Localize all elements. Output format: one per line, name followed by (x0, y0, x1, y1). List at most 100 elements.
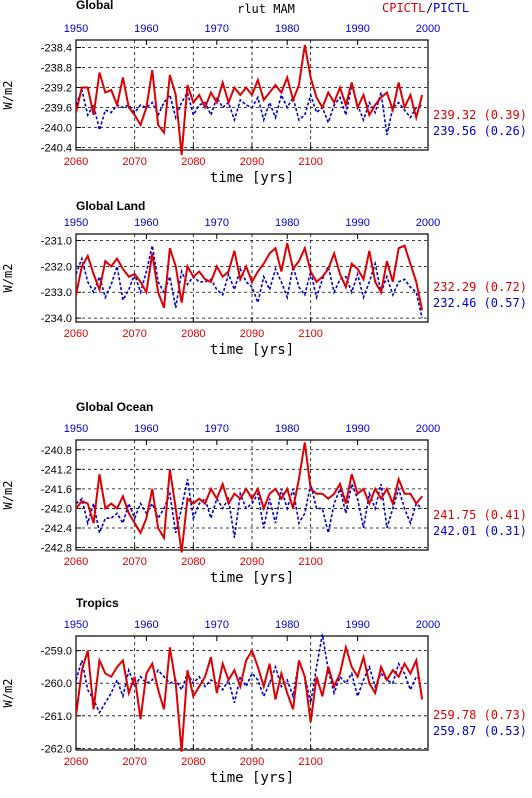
y-tick-label: -260.0 (41, 678, 72, 690)
y-tick-label: -240.8 (41, 445, 72, 457)
legend-blue-label: PICTL (433, 1, 469, 15)
y-tick-label: -241.2 (41, 464, 72, 476)
x-tick-label-bottom: 2060 (64, 556, 88, 568)
x-tick-label-bottom: 2090 (240, 156, 264, 168)
x-tick-label-top: 1960 (134, 217, 158, 229)
stat-pictl: 242.01 (0.31) (433, 524, 527, 538)
x-axis-label: time [yrs] (210, 570, 294, 586)
y-tick-label: -242.4 (41, 523, 72, 535)
x-tick-label-bottom: 2070 (122, 156, 146, 168)
figure-variable-title: rlut MAM (237, 2, 295, 16)
y-tick-label: -232.0 (41, 261, 72, 273)
stat-pictl: 232.46 (0.57) (433, 296, 527, 310)
series-line-pictl (76, 478, 423, 538)
x-tick-label-top: 1990 (345, 217, 369, 229)
x-tick-label-top: 1990 (345, 23, 369, 35)
panel-title: Tropics (76, 596, 119, 610)
x-tick-label-bottom: 2070 (122, 756, 146, 768)
legend-red-label: CPICTL (382, 1, 425, 15)
x-tick-label-bottom: 2080 (181, 328, 205, 340)
series-line-pictl (76, 634, 423, 715)
x-tick-label-bottom: 2100 (298, 156, 322, 168)
x-tick-label-bottom: 2070 (122, 556, 146, 568)
chart-panel-4: Tropics 2060 2070 2080 2090 2100 1950 1960 1970 1… (1, 596, 527, 786)
x-tick-label-top: 1950 (64, 217, 88, 229)
y-tick-label: -238.8 (41, 63, 72, 75)
y-axis-label: W/m2 (1, 81, 15, 110)
y-tick-label: -231.0 (41, 235, 72, 247)
x-axis-label: time [yrs] (210, 170, 294, 186)
x-tick-label-top: 1990 (345, 619, 369, 631)
x-tick-label-top: 1970 (205, 619, 229, 631)
x-tick-label-top: 1970 (205, 423, 229, 435)
series-line-cpictl (76, 442, 423, 553)
series-line-cpictl (76, 242, 424, 311)
stat-cpictl: 241.75 (0.41) (433, 508, 527, 522)
x-tick-label-top: 1980 (275, 423, 299, 435)
x-tick-label-top: 1960 (134, 619, 158, 631)
panel-title: Global Land (76, 199, 145, 213)
chart-panel-3: Global Ocean 2060 2070 2080 2090 2100 1950 1960… (1, 400, 527, 586)
x-tick-label-bottom: 2100 (298, 328, 322, 340)
stat-cpictl: 232.29 (0.72) (433, 280, 527, 294)
x-tick-label-bottom: 2090 (240, 556, 264, 568)
x-tick-label-bottom: 2060 (64, 156, 88, 168)
series-line-cpictl (76, 643, 424, 752)
x-tick-label-bottom: 2070 (122, 328, 146, 340)
x-tick-label-top: 1980 (275, 23, 299, 35)
x-tick-label-top: 2000 (416, 619, 440, 631)
y-tick-label: -242.0 (41, 503, 72, 515)
panel-title: Global (76, 0, 113, 12)
x-tick-label-top: 1970 (205, 217, 229, 229)
x-tick-label-top: 1980 (275, 619, 299, 631)
y-tick-label: -238.4 (41, 43, 72, 55)
y-tick-label: -261.0 (41, 711, 72, 723)
y-tick-label: -242.8 (41, 543, 72, 555)
y-tick-label: -240.0 (41, 123, 72, 135)
x-tick-label-top: 1980 (275, 217, 299, 229)
stat-pictl: 239.56 (0.26) (433, 124, 527, 138)
x-tick-label-top: 2000 (416, 423, 440, 435)
panel-title: Global Ocean (76, 400, 153, 414)
x-tick-label-top: 1990 (345, 423, 369, 435)
x-tick-label-bottom: 2080 (181, 556, 205, 568)
stat-cpictl: 259.78 (0.73) (433, 708, 527, 722)
x-tick-label-top: 1950 (64, 423, 88, 435)
legend-separator: / (426, 1, 433, 15)
x-tick-label-bottom: 2100 (298, 756, 322, 768)
y-axis-label: W/m2 (1, 679, 15, 708)
x-tick-label-bottom: 2090 (240, 756, 264, 768)
chart-panel-1: Global 2060 2070 2080 2090 2100 1950 1960 1970 19… (1, 0, 527, 186)
chart-panel-2: Global Land 2060 2070 2080 2090 2100 1950 1960 1… (1, 199, 527, 358)
x-tick-label-top: 1950 (64, 619, 88, 631)
y-tick-label: -240.4 (41, 143, 72, 155)
x-tick-label-bottom: 2060 (64, 328, 88, 340)
stat-cpictl: 239.32 (0.39) (433, 108, 527, 122)
stat-pictl: 259.87 (0.53) (433, 724, 527, 738)
x-tick-label-bottom: 2080 (181, 756, 205, 768)
y-axis-label: W/m2 (1, 481, 15, 510)
x-tick-label-top: 1950 (64, 23, 88, 35)
y-tick-label: -233.0 (41, 287, 72, 299)
x-tick-label-top: 1970 (205, 23, 229, 35)
x-tick-label-top: 2000 (416, 217, 440, 229)
y-tick-label: -262.0 (41, 743, 72, 755)
y-tick-label: -239.6 (41, 103, 72, 115)
y-tick-label: -259.0 (41, 646, 72, 658)
x-tick-label-top: 1960 (134, 423, 158, 435)
x-tick-label-bottom: 2100 (298, 556, 322, 568)
x-axis-label: time [yrs] (210, 342, 294, 358)
y-tick-label: -239.2 (41, 83, 72, 95)
x-tick-label-bottom: 2060 (64, 756, 88, 768)
x-tick-label-bottom: 2080 (181, 156, 205, 168)
x-tick-label-top: 1960 (134, 23, 158, 35)
series-line-cpictl (76, 44, 424, 156)
x-axis-label: time [yrs] (210, 770, 294, 786)
x-tick-label-bottom: 2090 (240, 328, 264, 340)
series-line-pictl (76, 84, 423, 136)
y-axis-label: W/m2 (1, 264, 15, 293)
x-tick-label-top: 2000 (416, 23, 440, 35)
y-tick-label: -241.6 (41, 484, 72, 496)
y-tick-label: -234.0 (41, 313, 72, 325)
